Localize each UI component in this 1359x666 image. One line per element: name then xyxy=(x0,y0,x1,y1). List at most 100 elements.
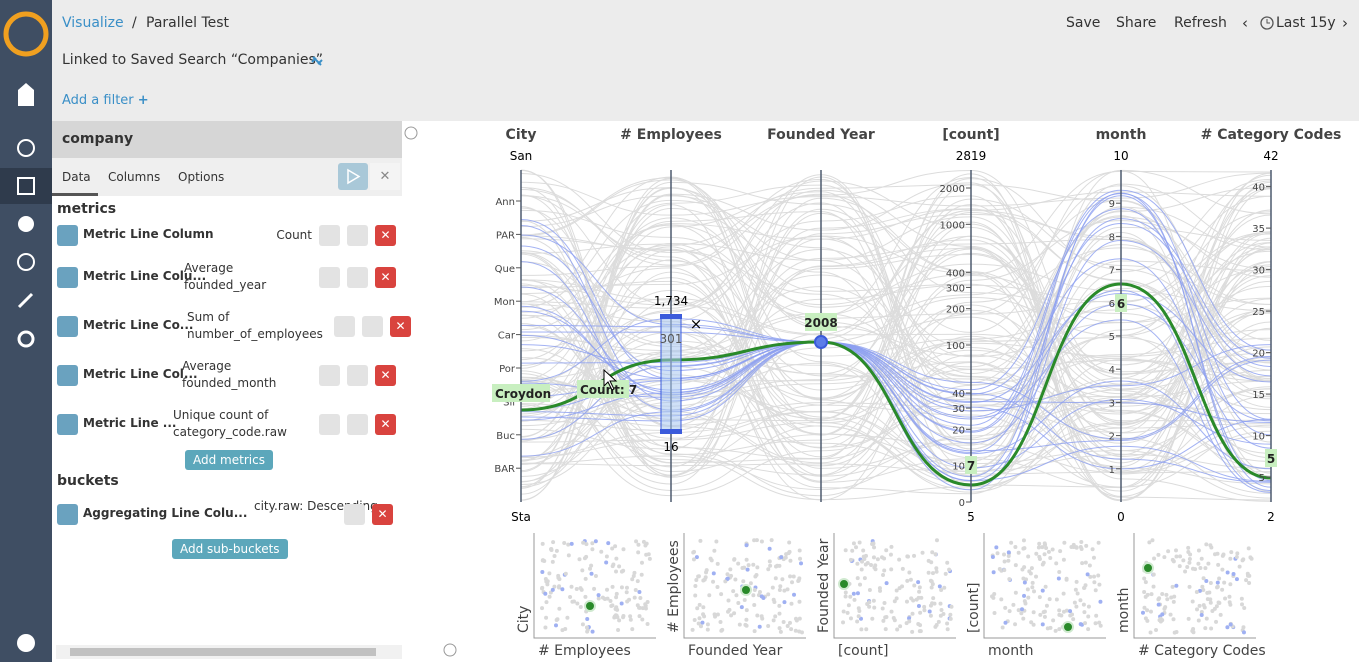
axis-title[interactable]: [count] xyxy=(942,127,999,143)
axis-title[interactable]: month xyxy=(1096,127,1147,143)
tick-label: 300 xyxy=(946,283,965,294)
action-button[interactable]: Save xyxy=(1066,15,1101,31)
collapse-button[interactable] xyxy=(404,126,418,140)
scatter-dot xyxy=(1228,556,1233,561)
scatter-dot xyxy=(883,627,888,632)
reorder-button[interactable] xyxy=(347,365,368,386)
scatter-dot xyxy=(731,589,736,594)
remove-button[interactable]: ✕ xyxy=(375,225,396,246)
scatter-dot xyxy=(743,622,748,627)
add-metrics[interactable]: Add metrics xyxy=(185,450,273,470)
agg-label[interactable]: Aggregating Line Colu... xyxy=(83,506,248,520)
tab[interactable]: Options xyxy=(178,170,225,184)
scatter-dot xyxy=(1081,602,1086,607)
scatter-dot xyxy=(1152,556,1157,561)
unlink-icon[interactable] xyxy=(309,53,325,69)
visualize-icon[interactable] xyxy=(17,177,35,195)
prev-button[interactable]: ‹ xyxy=(1242,14,1248,32)
value-tag: Count: 7 xyxy=(580,383,637,397)
scatter-dot xyxy=(753,574,758,579)
add-filter[interactable]: Add a filter + xyxy=(62,93,149,108)
breadcrumb-link[interactable]: Visualize xyxy=(62,15,124,31)
axis-title[interactable]: # Employees xyxy=(620,127,722,143)
collapse-icon[interactable] xyxy=(17,634,35,652)
timelion-icon[interactable] xyxy=(17,253,35,271)
settings-icon[interactable] xyxy=(17,330,35,348)
axis-title[interactable]: Founded Year xyxy=(767,127,875,143)
scatter-highlight xyxy=(740,584,752,596)
dashboard-icon[interactable] xyxy=(18,216,34,232)
remove-button[interactable]: ✕ xyxy=(375,365,396,386)
tab[interactable]: Columns xyxy=(108,170,161,184)
logo[interactable] xyxy=(3,11,49,57)
scatter-dot xyxy=(1200,584,1205,589)
tab[interactable]: Data xyxy=(62,170,91,184)
scatter-dot xyxy=(1204,579,1209,584)
scrollbar[interactable] xyxy=(56,645,402,659)
scatter-dot xyxy=(1202,605,1207,610)
tick-label: 0 xyxy=(959,498,965,509)
scatter-dot xyxy=(707,593,712,598)
remove-button[interactable]: ✕ xyxy=(375,414,396,435)
scatter-dot xyxy=(1190,599,1195,604)
scatter-dot xyxy=(715,612,720,617)
time-range[interactable]: Last 15y xyxy=(1276,15,1336,31)
brush-clear[interactable]: × xyxy=(690,315,703,333)
scatter-dot xyxy=(992,591,997,596)
agg-label[interactable]: Metric Line Col... xyxy=(83,367,198,381)
agg-label[interactable]: Metric Line ... xyxy=(83,416,177,430)
expand-button[interactable] xyxy=(57,225,78,246)
toggle-button[interactable] xyxy=(334,316,355,337)
action-button[interactable]: Refresh xyxy=(1174,15,1227,31)
scatter-dot xyxy=(1042,614,1047,619)
discover-icon[interactable] xyxy=(17,139,35,157)
reorder-button[interactable] xyxy=(347,267,368,288)
apply-button[interactable] xyxy=(338,163,368,190)
scatter-dot xyxy=(554,548,559,553)
next-button[interactable]: › xyxy=(1342,14,1348,32)
scatter-dot xyxy=(1022,546,1027,551)
agg-label[interactable]: Metric Line Colu... xyxy=(83,269,207,283)
remove-button[interactable]: ✕ xyxy=(375,267,396,288)
brush-handle[interactable] xyxy=(660,429,682,434)
scatter-dot xyxy=(1034,574,1039,579)
brush-handle[interactable] xyxy=(660,314,682,319)
toggle-button[interactable] xyxy=(319,414,340,435)
reorder-button[interactable] xyxy=(362,316,383,337)
scatter-dot xyxy=(621,547,626,552)
scatter-dot xyxy=(900,566,905,571)
expand-button[interactable] xyxy=(57,267,78,288)
expand-button[interactable] xyxy=(57,365,78,386)
toggle-button[interactable] xyxy=(344,504,365,525)
toggle-button[interactable] xyxy=(319,365,340,386)
action-button[interactable]: Share xyxy=(1116,15,1157,31)
expand-button[interactable] xyxy=(57,504,78,525)
scatter-dot xyxy=(1085,572,1090,577)
collapse-button[interactable] xyxy=(443,643,457,657)
toggle-button[interactable] xyxy=(319,267,340,288)
expand-button[interactable] xyxy=(57,414,78,435)
scatter-dot xyxy=(742,565,747,570)
devtools-icon[interactable] xyxy=(17,292,34,309)
remove-button[interactable]: ✕ xyxy=(372,504,393,525)
add-buckets[interactable]: Add sub-buckets xyxy=(172,539,288,559)
scatter-dot xyxy=(759,614,764,619)
scatter-dot xyxy=(949,604,954,609)
scatter-dot xyxy=(1097,620,1102,625)
reorder-button[interactable] xyxy=(347,225,368,246)
expand-button[interactable] xyxy=(57,316,78,337)
scroll-thumb[interactable] xyxy=(70,648,376,656)
scatter-dot xyxy=(744,557,749,562)
reorder-button[interactable] xyxy=(347,414,368,435)
home-icon[interactable] xyxy=(18,83,34,106)
toggle-button[interactable] xyxy=(319,225,340,246)
remove-button[interactable]: ✕ xyxy=(390,316,411,337)
agg-label[interactable]: Metric Line Column xyxy=(83,227,214,241)
discard-button[interactable]: ✕ xyxy=(370,163,400,190)
plus-icon[interactable]: + xyxy=(137,93,149,108)
scatter-dot xyxy=(604,554,609,559)
axis-title[interactable]: City xyxy=(506,127,537,143)
axis-title[interactable]: # Category Codes xyxy=(1201,127,1342,143)
add-filter-text[interactable]: Add a filter xyxy=(62,93,134,108)
agg-label[interactable]: Metric Line Co... xyxy=(83,318,194,332)
